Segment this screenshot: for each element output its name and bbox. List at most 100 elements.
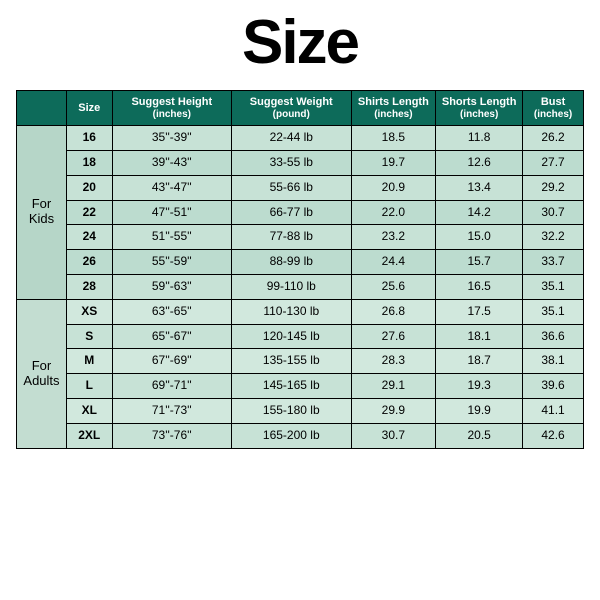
table-row: 2043''-47''55-66 lb20.913.429.2	[17, 175, 584, 200]
cell-shorts_length: 15.7	[436, 250, 523, 275]
group-label: ForKids	[17, 126, 67, 300]
size-cell: 28	[66, 274, 112, 299]
size-cell: L	[66, 374, 112, 399]
col-bust-label: Bust	[541, 96, 565, 108]
cell-shorts_length: 15.0	[436, 225, 523, 250]
cell-shorts_length: 13.4	[436, 175, 523, 200]
size-chart-page: Size Size Suggest Height (inches)	[0, 0, 600, 600]
cell-bust: 35.1	[523, 299, 584, 324]
cell-weight: 110-130 lb	[232, 299, 351, 324]
cell-shirts_length: 29.9	[351, 398, 436, 423]
cell-shirts_length: 25.6	[351, 274, 436, 299]
cell-weight: 165-200 lb	[232, 423, 351, 448]
cell-height: 35''-39''	[112, 126, 231, 151]
cell-weight: 66-77 lb	[232, 200, 351, 225]
cell-bust: 39.6	[523, 374, 584, 399]
cell-height: 55''-59''	[112, 250, 231, 275]
cell-height: 51''-55''	[112, 225, 231, 250]
table-row: 2247''-51''66-77 lb22.014.230.7	[17, 200, 584, 225]
table-row: 2451''-55''77-88 lb23.215.032.2	[17, 225, 584, 250]
col-size: Size	[66, 91, 112, 126]
col-weight-label: Suggest Weight	[250, 96, 333, 108]
size-cell: 18	[66, 150, 112, 175]
col-shirts: Shirts Length (inches)	[351, 91, 436, 126]
col-weight-sub: (pound)	[234, 109, 348, 121]
size-cell: XL	[66, 398, 112, 423]
col-weight: Suggest Weight (pound)	[232, 91, 351, 126]
cell-weight: 88-99 lb	[232, 250, 351, 275]
size-cell: 22	[66, 200, 112, 225]
cell-shorts_length: 17.5	[436, 299, 523, 324]
col-shirts-label: Shirts Length	[358, 96, 429, 108]
cell-shorts_length: 11.8	[436, 126, 523, 151]
header-spacer	[17, 91, 67, 126]
cell-shirts_length: 29.1	[351, 374, 436, 399]
col-height: Suggest Height (inches)	[112, 91, 231, 126]
table-row: 2859''-63''99-110 lb25.616.535.1	[17, 274, 584, 299]
group-label-line: For	[19, 359, 64, 374]
table-row: M67''-69''135-155 lb28.318.738.1	[17, 349, 584, 374]
group-label-line: For	[19, 197, 64, 212]
cell-height: 65''-67''	[112, 324, 231, 349]
cell-height: 43''-47''	[112, 175, 231, 200]
cell-shorts_length: 19.9	[436, 398, 523, 423]
cell-height: 71''-73''	[112, 398, 231, 423]
cell-shirts_length: 26.8	[351, 299, 436, 324]
cell-bust: 35.1	[523, 274, 584, 299]
cell-bust: 30.7	[523, 200, 584, 225]
cell-shirts_length: 23.2	[351, 225, 436, 250]
size-cell: 24	[66, 225, 112, 250]
cell-weight: 77-88 lb	[232, 225, 351, 250]
cell-bust: 41.1	[523, 398, 584, 423]
cell-shirts_length: 18.5	[351, 126, 436, 151]
cell-shorts_length: 20.5	[436, 423, 523, 448]
table-row: 2XL73''-76''165-200 lb30.720.542.6	[17, 423, 584, 448]
size-cell: S	[66, 324, 112, 349]
cell-height: 39''-43''	[112, 150, 231, 175]
col-shorts: Shorts Length (inches)	[436, 91, 523, 126]
cell-shirts_length: 27.6	[351, 324, 436, 349]
cell-shirts_length: 28.3	[351, 349, 436, 374]
cell-bust: 26.2	[523, 126, 584, 151]
cell-bust: 42.6	[523, 423, 584, 448]
group-label-line: Kids	[19, 212, 64, 227]
table-row: XL71''-73''155-180 lb29.919.941.1	[17, 398, 584, 423]
size-table: Size Suggest Height (inches) Suggest Wei…	[16, 90, 584, 449]
cell-shirts_length: 30.7	[351, 423, 436, 448]
col-height-label: Suggest Height	[131, 96, 212, 108]
col-shirts-sub: (inches)	[354, 109, 434, 121]
cell-shorts_length: 18.7	[436, 349, 523, 374]
table-row: L69''-71''145-165 lb29.119.339.6	[17, 374, 584, 399]
cell-weight: 155-180 lb	[232, 398, 351, 423]
cell-weight: 145-165 lb	[232, 374, 351, 399]
cell-shorts_length: 14.2	[436, 200, 523, 225]
cell-weight: 135-155 lb	[232, 349, 351, 374]
table-row: 1839''-43''33-55 lb19.712.627.7	[17, 150, 584, 175]
cell-shorts_length: 18.1	[436, 324, 523, 349]
col-shorts-label: Shorts Length	[442, 96, 517, 108]
size-cell: XS	[66, 299, 112, 324]
page-title: Size	[16, 12, 584, 74]
cell-height: 59''-63''	[112, 274, 231, 299]
cell-bust: 32.2	[523, 225, 584, 250]
cell-weight: 33-55 lb	[232, 150, 351, 175]
cell-shirts_length: 24.4	[351, 250, 436, 275]
cell-bust: 27.7	[523, 150, 584, 175]
cell-bust: 38.1	[523, 349, 584, 374]
cell-shirts_length: 22.0	[351, 200, 436, 225]
cell-shorts_length: 16.5	[436, 274, 523, 299]
group-label-line: Adults	[19, 374, 64, 389]
size-cell: 20	[66, 175, 112, 200]
group-label: ForAdults	[17, 299, 67, 448]
cell-weight: 55-66 lb	[232, 175, 351, 200]
col-height-sub: (inches)	[115, 109, 229, 121]
size-cell: 2XL	[66, 423, 112, 448]
cell-bust: 33.7	[523, 250, 584, 275]
col-shorts-sub: (inches)	[438, 109, 520, 121]
table-body: ForKids1635''-39''22-44 lb18.511.826.218…	[17, 126, 584, 448]
col-size-label: Size	[78, 102, 100, 114]
cell-height: 73''-76''	[112, 423, 231, 448]
cell-height: 63''-65''	[112, 299, 231, 324]
header-row: Size Suggest Height (inches) Suggest Wei…	[17, 91, 584, 126]
table-row: 2655''-59''88-99 lb24.415.733.7	[17, 250, 584, 275]
